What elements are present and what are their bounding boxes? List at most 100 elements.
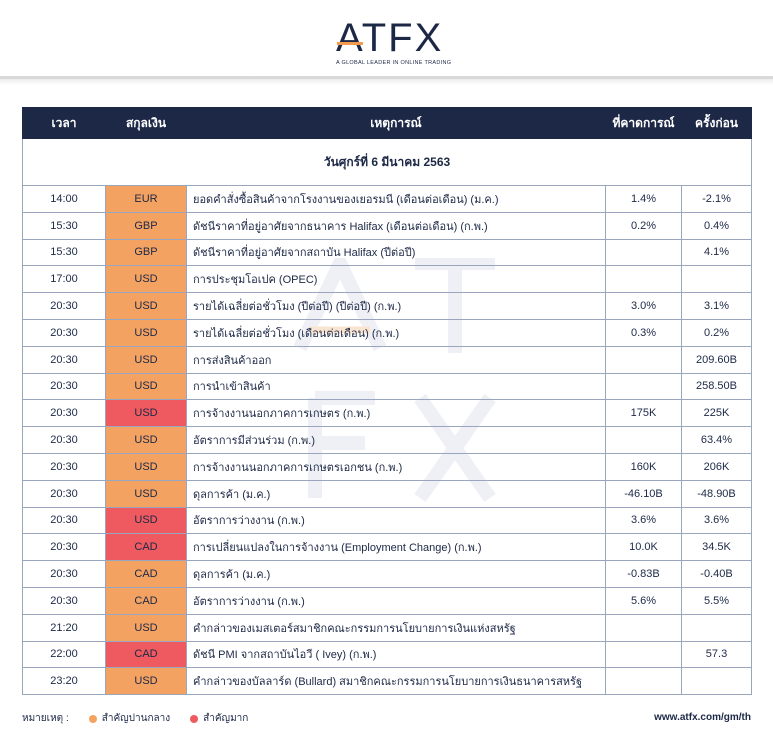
currency-cell: USD — [105, 506, 187, 535]
time-cell: 15:30 — [22, 211, 106, 240]
currency-cell: CAD — [105, 533, 187, 562]
currency-cell: CAD — [105, 560, 187, 588]
logo-accent-bar — [337, 42, 363, 45]
table-row: 20:30 USD การส่งสินค้าออก 209.60B — [22, 345, 752, 374]
table-row: 21:20 USD คำกล่าวของเมสเตอร์สมาชิกคณะกรรมก… — [22, 613, 752, 642]
forecast-cell — [605, 667, 682, 696]
date-row: วันศุกร์ที่ 6 มีนาคม 2563 — [22, 138, 752, 186]
event-cell: การจ้างงานนอกภาคการเกษตรเอกชน (ก.พ.) — [186, 452, 606, 481]
previous-cell: 5.5% — [681, 586, 752, 615]
time-cell: 22:00 — [22, 640, 106, 669]
event-cell: อัตราการว่างงาน (ก.พ.) — [186, 586, 606, 615]
forecast-cell: -46.10B — [605, 479, 682, 508]
header-time: เวลา — [22, 107, 106, 139]
event-cell: ดุลการค้า (ม.ค.) — [186, 479, 606, 508]
table-row: 20:30 USD การจ้างงานนอกภาคการเกษตรเอกชน (ก… — [22, 452, 752, 481]
forecast-cell: 1.4% — [605, 185, 682, 213]
previous-cell: 57.3 — [681, 640, 752, 669]
forecast-cell: 10.0K — [605, 533, 682, 562]
logo-tagline: A GLOBAL LEADER IN ONLINE TRADING — [336, 60, 452, 66]
table-row: 20:30 CAD การเปลี่ยนแปลงในการจ้างงาน (Empl… — [22, 533, 752, 562]
event-cell: การเปลี่ยนแปลงในการจ้างงาน (Employment C… — [186, 533, 606, 562]
forecast-cell: 5.6% — [605, 586, 682, 615]
table-row: 20:30 USD อัตราการมีส่วนร่วม (ก.พ.) 63.4% — [22, 426, 752, 454]
legend-label: หมายเหตุ : — [22, 713, 69, 724]
header-forecast: ที่คาดการณ์ — [605, 107, 682, 139]
table-row: 15:30 GBP ดัชนีราคาที่อยู่อาศัยจากสถาบัน H… — [22, 238, 752, 267]
event-cell: อัตราการว่างงาน (ก.พ.) — [186, 506, 606, 535]
event-cell: คำกล่าวของเมสเตอร์สมาชิกคณะกรรมการนโยบาย… — [186, 613, 606, 642]
header-previous: ครั้งก่อน — [681, 107, 752, 139]
time-cell: 20:30 — [22, 506, 106, 535]
table-row: 20:30 USD การจ้างงานนอกภาคการเกษตร (ก.พ.) 1… — [22, 399, 752, 428]
orange-dot-icon — [88, 714, 97, 723]
legend-item-high: สำคัญมาก — [190, 711, 248, 726]
time-cell: 20:30 — [22, 399, 106, 428]
previous-cell: 63.4% — [681, 426, 752, 454]
currency-cell: USD — [105, 318, 187, 347]
event-cell: การประชุมโอเปค (OPEC) — [186, 265, 606, 294]
red-dot-icon — [190, 714, 199, 723]
previous-cell — [681, 613, 752, 642]
currency-cell: USD — [105, 399, 187, 428]
time-cell: 14:00 — [22, 185, 106, 213]
forecast-cell — [605, 238, 682, 267]
previous-cell: 209.60B — [681, 345, 752, 374]
previous-cell: 4.1% — [681, 238, 752, 267]
previous-cell: 225K — [681, 399, 752, 428]
table-body: วันศุกร์ที่ 6 มีนาคม 2563 14:00 EUR ยอดคำส… — [22, 138, 752, 696]
previous-cell: 3.6% — [681, 506, 752, 535]
currency-cell: CAD — [105, 586, 187, 615]
event-cell: รายได้เฉลี่ยต่อชั่วโมง (ปีต่อปี) (ปีต่อป… — [186, 292, 606, 320]
currency-cell: EUR — [105, 185, 187, 213]
forecast-cell — [605, 345, 682, 374]
time-cell: 20:30 — [22, 479, 106, 508]
time-cell: 20:30 — [22, 372, 106, 401]
forecast-cell: 3.0% — [605, 292, 682, 320]
table-row: 17:00 USD การประชุมโอเปค (OPEC) — [22, 265, 752, 294]
event-cell: ดัชนี PMI จากสถาบันไอวี ( Ivey) (ก.พ.) — [186, 640, 606, 669]
table-row: 20:30 USD รายได้เฉลี่ยต่อชั่วโมง (ปีต่อปี)… — [22, 292, 752, 320]
table-row: 20:30 USD รายได้เฉลี่ยต่อชั่วโมง (เดือนต่อ… — [22, 318, 752, 347]
table-row: 20:30 USD การนำเข้าสินค้า 258.50B — [22, 372, 752, 401]
previous-cell: 3.1% — [681, 292, 752, 320]
currency-cell: USD — [105, 426, 187, 454]
time-cell: 20:30 — [22, 586, 106, 615]
previous-cell: -2.1% — [681, 185, 752, 213]
currency-cell: USD — [105, 667, 187, 696]
table-row: 20:30 CAD อัตราการว่างงาน (ก.พ.) 5.6% 5.5% — [22, 586, 752, 615]
legend-high-label: สำคัญมาก — [203, 713, 249, 724]
previous-cell: 206K — [681, 452, 752, 481]
forecast-cell: -0.83B — [605, 560, 682, 588]
currency-cell: CAD — [105, 640, 187, 669]
time-cell: 20:30 — [22, 318, 106, 347]
table-row: 15:30 GBP ดัชนีราคาที่อยู่อาศัยจากธนาคาร H… — [22, 211, 752, 240]
forecast-cell: 0.3% — [605, 318, 682, 347]
event-cell: รายได้เฉลี่ยต่อชั่วโมง (เดือนต่อเดือน) (… — [186, 318, 606, 347]
table-header-row: เวลา สกุลเงิน เหตุการณ์ ที่คาดการณ์ ครั้… — [22, 107, 752, 139]
forecast-cell: 175K — [605, 399, 682, 428]
event-cell: คำกล่าวของบัลลาร์ด (Bullard) สมาชิกคณะกร… — [186, 667, 606, 696]
header-divider — [0, 76, 773, 79]
header-currency: สกุลเงิน — [105, 107, 187, 139]
website-url[interactable]: www.atfx.com/gm/th — [654, 712, 751, 723]
table-row: 14:00 EUR ยอดคำสั่งซื้อสินค้าจากโรงงานของเ… — [22, 185, 752, 213]
time-cell: 20:30 — [22, 533, 106, 562]
forecast-cell — [605, 426, 682, 454]
event-cell: ดุลการค้า (ม.ค.) — [186, 560, 606, 588]
previous-cell: 258.50B — [681, 372, 752, 401]
currency-cell: GBP — [105, 238, 187, 267]
time-cell: 23:20 — [22, 667, 106, 696]
page-header: ATFX A GLOBAL LEADER IN ONLINE TRADING — [0, 0, 773, 78]
currency-cell: USD — [105, 613, 187, 642]
event-cell: การส่งสินค้าออก — [186, 345, 606, 374]
forecast-cell — [605, 613, 682, 642]
time-cell: 20:30 — [22, 560, 106, 588]
previous-cell: -48.90B — [681, 479, 752, 508]
forecast-cell: 3.6% — [605, 506, 682, 535]
currency-cell: USD — [105, 372, 187, 401]
header-shadow — [0, 79, 773, 85]
time-cell: 21:20 — [22, 613, 106, 642]
previous-cell — [681, 265, 752, 294]
forecast-cell — [605, 640, 682, 669]
